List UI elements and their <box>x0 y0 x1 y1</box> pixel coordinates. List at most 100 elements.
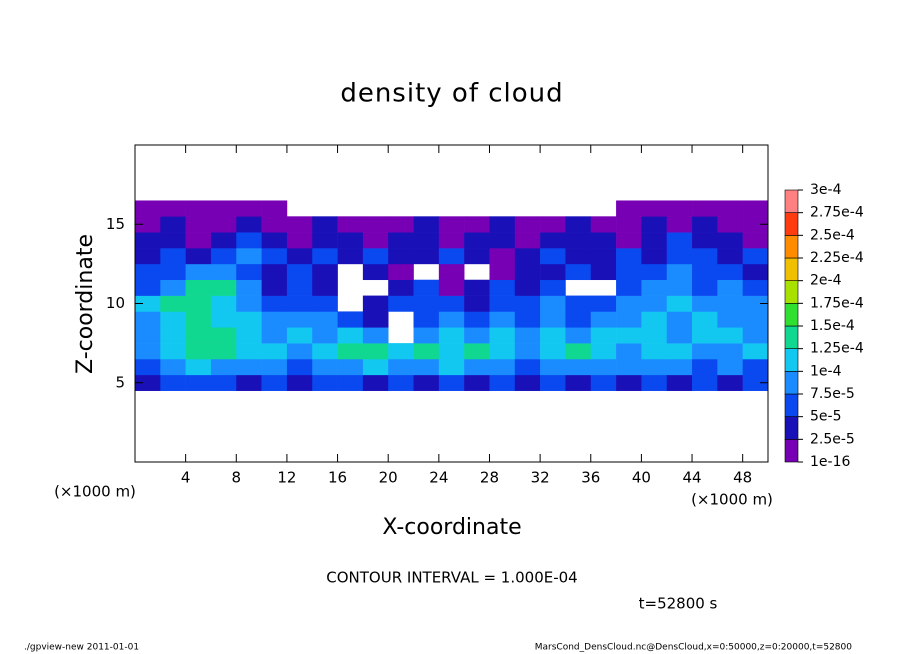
cell <box>135 311 161 328</box>
y-tick-label: 10 <box>106 294 125 312</box>
cell <box>185 279 212 296</box>
cell <box>590 358 617 376</box>
cell <box>337 358 364 376</box>
cell <box>641 263 668 281</box>
cell <box>362 295 389 312</box>
cell <box>160 232 186 249</box>
cell <box>692 263 718 281</box>
cell <box>641 311 668 328</box>
x-unit-label: (×1000 m) <box>691 491 773 509</box>
cell <box>692 295 718 312</box>
cell <box>160 295 186 312</box>
cell <box>286 248 313 265</box>
colorbar-box <box>784 348 799 372</box>
cell <box>464 343 490 360</box>
cell <box>185 343 212 360</box>
cell <box>261 311 288 328</box>
cell <box>666 248 693 265</box>
cell <box>717 358 743 376</box>
cell <box>337 327 364 344</box>
cell <box>413 311 440 328</box>
colorbar-box <box>784 393 799 417</box>
cell <box>388 216 414 233</box>
colorbar-label: 7.5e-5 <box>810 386 855 402</box>
cell <box>286 279 313 296</box>
cell <box>641 216 668 233</box>
x-tick-label: 28 <box>480 469 499 487</box>
cell <box>666 232 693 249</box>
cell <box>717 248 743 265</box>
cell <box>540 343 566 360</box>
cell <box>666 263 693 281</box>
cell <box>388 358 414 376</box>
cell <box>261 327 288 344</box>
field <box>135 200 769 391</box>
cell <box>514 358 541 376</box>
colorbar-label: 1e-4 <box>810 363 842 379</box>
cell <box>438 374 465 391</box>
colorbar-label: 5e-5 <box>810 409 841 425</box>
cell <box>464 311 490 328</box>
cell <box>590 295 617 312</box>
cell <box>312 311 338 328</box>
cell <box>185 232 212 249</box>
cell <box>210 343 237 360</box>
cell <box>565 374 592 391</box>
x-tick-label: 8 <box>232 469 242 487</box>
x-tick-label: 4 <box>181 469 191 487</box>
cell <box>514 343 541 360</box>
cell <box>616 311 642 328</box>
cell <box>616 200 642 217</box>
cell <box>135 232 161 249</box>
cell <box>286 374 313 391</box>
cell <box>286 295 313 312</box>
cell <box>616 216 642 233</box>
cell <box>666 343 693 360</box>
cell <box>236 343 262 360</box>
cell <box>362 216 389 233</box>
cell <box>666 374 693 391</box>
cell <box>210 311 237 328</box>
cell <box>666 216 693 233</box>
cell <box>666 279 693 296</box>
cell <box>261 216 288 233</box>
cell <box>362 311 389 328</box>
colorbar-box <box>784 416 799 440</box>
cell <box>616 248 642 265</box>
cell <box>210 200 237 217</box>
cell <box>565 343 592 360</box>
y-tick-label: 5 <box>115 373 125 391</box>
cell <box>286 358 313 376</box>
cell <box>135 358 161 376</box>
cell <box>160 374 186 391</box>
cell <box>666 295 693 312</box>
cell <box>312 263 338 281</box>
cell <box>388 295 414 312</box>
cell <box>388 374 414 391</box>
cell <box>388 263 414 281</box>
cell <box>540 216 566 233</box>
cell <box>717 311 743 328</box>
cell <box>312 327 338 344</box>
cell <box>185 263 212 281</box>
cell <box>641 279 668 296</box>
cell <box>135 374 161 391</box>
cell <box>337 232 364 249</box>
cell <box>135 200 161 217</box>
cell <box>717 200 743 217</box>
cell <box>236 358 262 376</box>
cell <box>185 374 212 391</box>
colorbar-label: 2e-4 <box>810 273 842 289</box>
cell <box>590 248 617 265</box>
cell <box>742 200 769 217</box>
colorbar-label: 2.25e-4 <box>810 250 864 266</box>
cell <box>616 327 642 344</box>
cell <box>185 248 212 265</box>
cell <box>236 374 262 391</box>
cell <box>337 311 364 328</box>
cell <box>692 358 718 376</box>
cell <box>362 374 389 391</box>
cell <box>236 311 262 328</box>
cell <box>210 279 237 296</box>
cell <box>742 311 769 328</box>
